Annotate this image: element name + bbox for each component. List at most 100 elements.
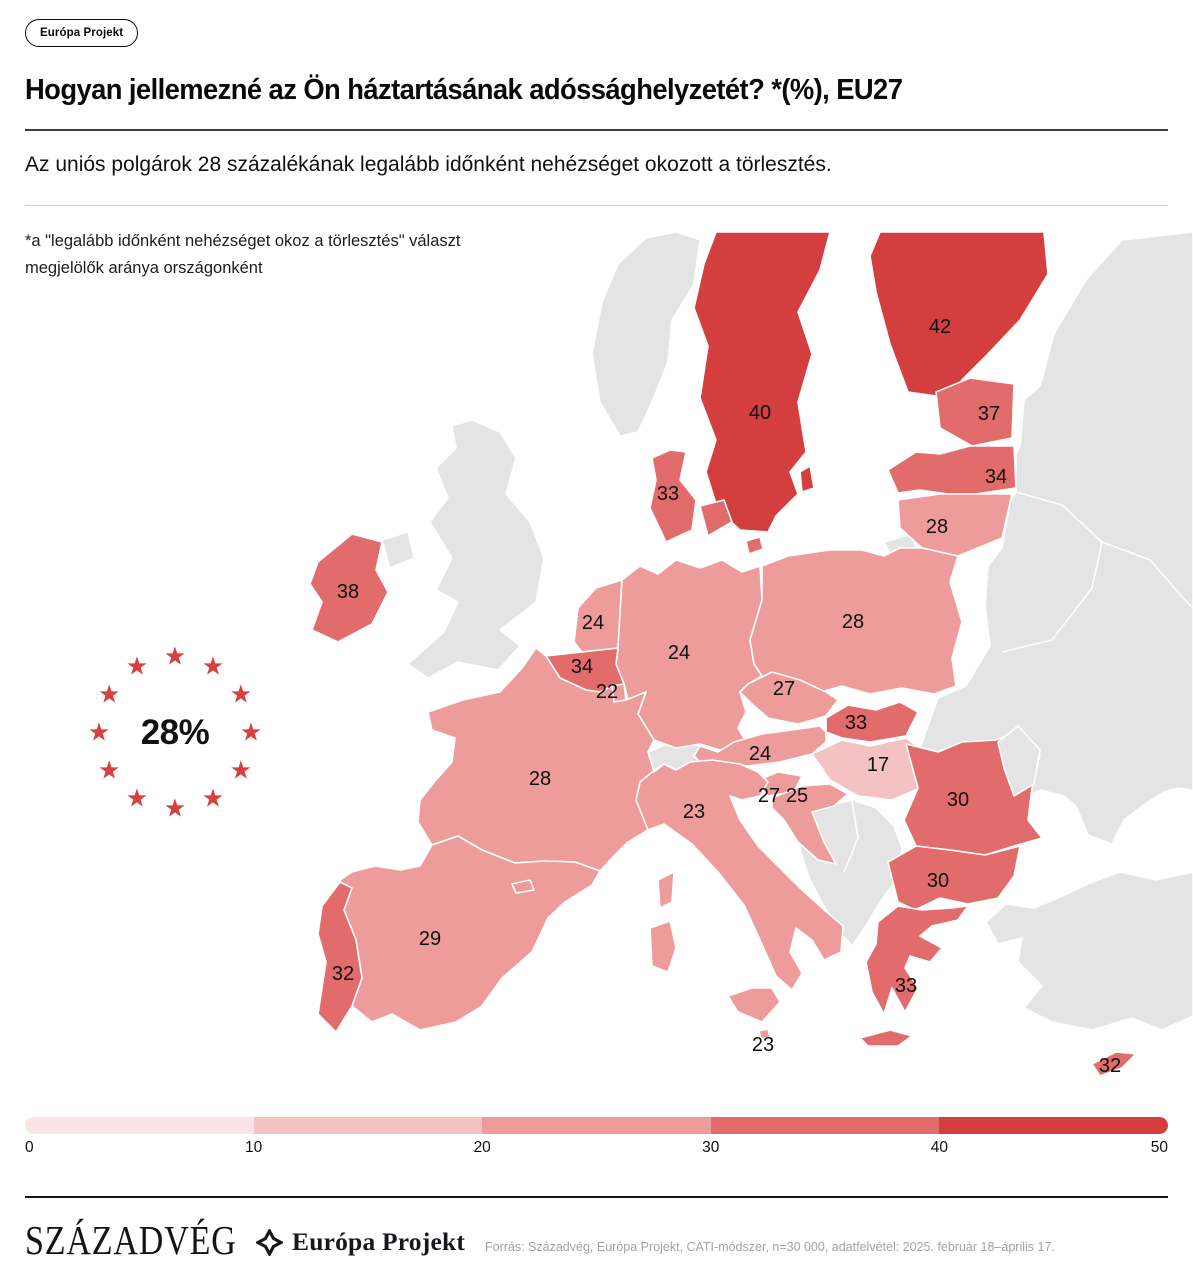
country-greece — [865, 905, 969, 1015]
value-hungary: 17 — [867, 754, 889, 776]
country-finland — [869, 231, 1049, 399]
eu-star-icon: ★ — [239, 718, 263, 747]
value-belgium: 34 — [571, 656, 593, 678]
value-slovenia: 27 — [758, 785, 780, 807]
legend-band — [25, 1117, 254, 1134]
legend-band — [710, 1117, 940, 1134]
eu-star-icon: ★ — [125, 652, 149, 681]
value-france: 28 — [529, 768, 551, 790]
value-spain: 29 — [419, 928, 441, 950]
island-bornholm — [745, 536, 764, 555]
country-ireland — [309, 533, 389, 643]
value-malta: 23 — [752, 1034, 774, 1056]
value-germany: 24 — [668, 642, 690, 664]
europa-projekt-logo: Európa Projekt — [256, 1227, 465, 1257]
value-estonia: 37 — [978, 403, 1000, 425]
legend-tick: 30 — [702, 1139, 720, 1156]
country-sweden — [693, 231, 831, 533]
country-croatia — [771, 783, 849, 865]
page-title: Hogyan jellemezné az Ön háztartásának ad… — [25, 74, 903, 106]
balkans-internal-border — [843, 799, 859, 873]
eu-star-icon: ★ — [229, 756, 253, 785]
country-moldova — [997, 725, 1041, 797]
island-sardinia — [649, 920, 677, 973]
eu-average-value: 28% — [140, 713, 210, 752]
country-bulgaria — [887, 845, 1021, 911]
legend-tick: 10 — [244, 1139, 263, 1156]
footer-divider — [25, 1196, 1168, 1198]
country-portugal — [317, 881, 363, 1033]
value-italy: 23 — [683, 801, 705, 823]
island-mallorca — [511, 879, 535, 894]
eu-star-icon: ★ — [201, 784, 225, 813]
country-united-kingdom — [407, 419, 545, 679]
europa-projekt-logo-text: Európa Projekt — [292, 1227, 466, 1256]
title-divider — [25, 129, 1168, 131]
eu-star-icon: ★ — [201, 652, 225, 681]
legend-band — [939, 1117, 1168, 1134]
country-malta — [758, 1028, 771, 1040]
country-value-labels: 42 40 37 34 28 33 38 24 34 22 24 28 27 2… — [332, 316, 1121, 1077]
value-poland: 28 — [842, 611, 864, 633]
eu-star-icon: ★ — [87, 718, 111, 747]
value-finland: 42 — [929, 316, 951, 338]
island-gotland — [799, 465, 815, 493]
island-zealand — [699, 499, 733, 537]
country-denmark — [649, 449, 697, 543]
value-slovakia: 33 — [845, 712, 867, 734]
sparkle-star-icon — [256, 1228, 283, 1256]
footnote: *a "legalább időnként nehézséget okoz a … — [25, 232, 461, 277]
country-france — [417, 647, 665, 872]
country-italy — [627, 759, 844, 991]
country-turkey — [985, 871, 1193, 1031]
country-cyprus — [1091, 1051, 1137, 1077]
legend-band — [253, 1117, 483, 1134]
region-northern-ireland — [381, 531, 415, 569]
country-latvia — [887, 445, 1017, 497]
legend-tick: 40 — [930, 1139, 949, 1156]
country-poland — [749, 547, 963, 695]
subtitle: Az uniós polgárok 28 százalékának legalá… — [25, 153, 832, 176]
value-portugal: 32 — [332, 963, 354, 985]
europe-choropleth-map: 42 40 37 34 28 33 38 24 34 22 24 28 27 2… — [0, 210, 1193, 1115]
country-spain — [339, 835, 601, 1031]
value-luxembourg: 22 — [596, 681, 618, 703]
value-ireland: 38 — [337, 581, 359, 603]
country-slovakia — [825, 701, 919, 743]
value-austria: 24 — [749, 743, 771, 765]
legend-tick: 50 — [1150, 1139, 1168, 1156]
europa-projekt-badge: Európa Projekt — [25, 19, 139, 47]
country-norway — [591, 231, 701, 437]
value-latvia: 34 — [985, 466, 1007, 488]
eu-star-icon: ★ — [229, 680, 253, 709]
value-romania: 30 — [947, 789, 969, 811]
value-czechia: 27 — [773, 678, 795, 700]
eu-star-icon: ★ — [97, 680, 121, 709]
szazadveg-logo: SZÁZADVÉG — [25, 1217, 237, 1263]
country-lithuania — [897, 493, 1013, 557]
country-czechia — [739, 671, 839, 725]
belarus-ukraine-border — [1001, 491, 1103, 653]
eu-countries — [309, 231, 1137, 1077]
island-corsica — [657, 871, 675, 909]
eu-average-badge: 28% ★ ★ ★ ★ ★ ★ ★ ★ ★ ★ ★ ★ — [80, 638, 270, 828]
region-western-balkans — [799, 799, 903, 947]
eu-star-icon: ★ — [97, 756, 121, 785]
subtitle-divider — [25, 205, 1168, 206]
island-crete — [859, 1029, 913, 1047]
value-denmark: 33 — [657, 483, 679, 505]
value-lithuania: 28 — [926, 516, 948, 538]
value-croatia: 25 — [786, 785, 808, 807]
eu-star-icon: ★ — [163, 642, 187, 671]
map-svg: 42 40 37 34 28 33 38 24 34 22 24 28 27 2… — [309, 231, 1193, 1077]
value-bulgaria: 30 — [927, 870, 949, 892]
value-cyprus: 32 — [1099, 1055, 1121, 1077]
eu-star-icon: ★ — [125, 784, 149, 813]
value-sweden: 40 — [749, 402, 771, 424]
legend-tick: 20 — [473, 1139, 491, 1156]
legend-band — [482, 1117, 711, 1134]
color-scale-legend — [25, 1117, 1168, 1134]
belarus-russia-border — [1101, 541, 1193, 609]
source-note: Forrás: Századvég, Európa Projekt, CATI-… — [485, 1240, 1055, 1254]
